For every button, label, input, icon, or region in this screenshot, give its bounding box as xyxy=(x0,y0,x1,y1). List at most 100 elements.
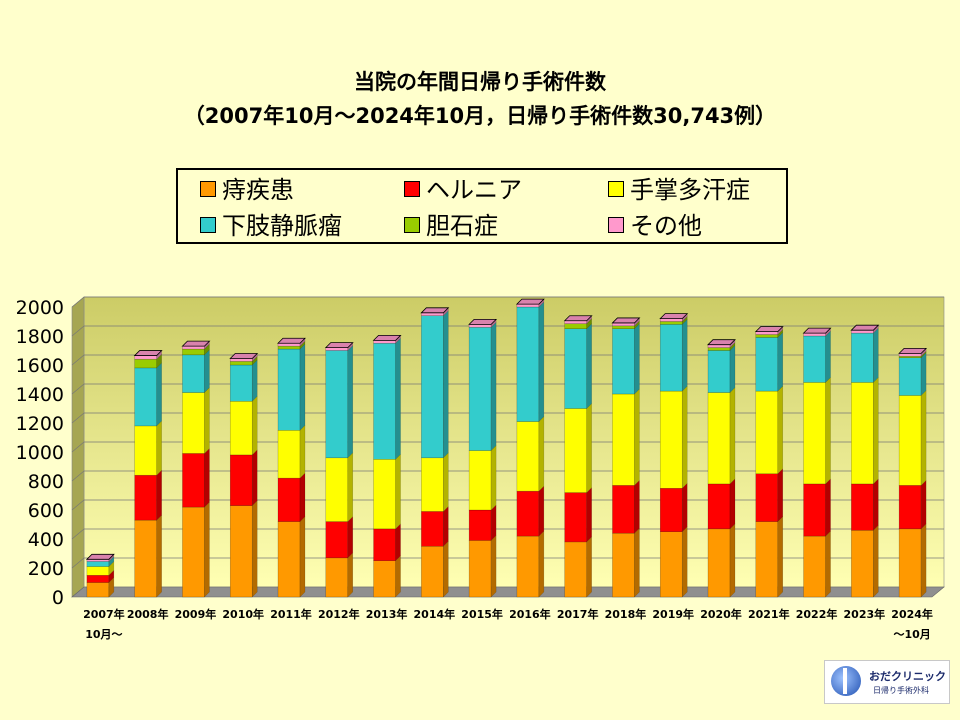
x-tick-label: 2008年 xyxy=(127,607,169,621)
y-tick-label: 1600 xyxy=(16,355,64,377)
bar-segment-side xyxy=(490,504,497,541)
bar-segment xyxy=(421,546,444,598)
bar-segment-side xyxy=(299,472,306,523)
bar-segment-side xyxy=(729,387,736,485)
bar-segment xyxy=(898,528,922,598)
bar-segment xyxy=(707,350,731,393)
bar-segment xyxy=(277,348,301,431)
bar-segment xyxy=(516,421,540,492)
gridline-side xyxy=(71,325,85,337)
bar-segment-side xyxy=(920,389,927,486)
gridline-side xyxy=(71,441,85,453)
bar-top xyxy=(468,318,498,325)
bar-segment-side xyxy=(156,420,162,476)
bar-segment-side xyxy=(682,318,688,392)
bar-segment xyxy=(755,390,779,475)
bar-segment xyxy=(373,343,396,460)
bar-top xyxy=(707,339,736,346)
bar-segment-side xyxy=(873,376,879,485)
bar-segment-side xyxy=(156,514,162,598)
bar-segment xyxy=(564,408,587,493)
x-tick-label: 2007年 xyxy=(83,607,125,621)
y-tick-label: 1000 xyxy=(16,442,64,464)
bar-segment xyxy=(803,535,826,598)
bar-top xyxy=(229,353,259,359)
bar-segment xyxy=(421,312,444,316)
bar-segment xyxy=(516,535,540,598)
bar-segment-side xyxy=(443,452,449,512)
bar-segment xyxy=(612,485,635,534)
bar-segment xyxy=(468,324,492,328)
bar-segment-side xyxy=(586,487,592,543)
bar-segment-side xyxy=(825,478,831,537)
bar-segment-side xyxy=(682,385,688,489)
legend-swatch xyxy=(200,217,216,233)
y-tick-label: 400 xyxy=(28,529,64,551)
legend-item-varicose-veins: 下肢静脈瘤 xyxy=(200,212,342,240)
bar-segment-side xyxy=(777,385,783,475)
bar-segment xyxy=(182,392,205,454)
bar-top xyxy=(420,307,450,314)
bar-segment-side xyxy=(920,523,927,598)
legend-item-gallstones: 胆石症 xyxy=(404,212,498,240)
y-tick-label: 1200 xyxy=(16,413,64,435)
bar-segment-side xyxy=(252,449,258,507)
legend-swatch xyxy=(404,217,420,233)
bar-segment-side xyxy=(682,482,688,533)
gridline-side xyxy=(71,470,85,482)
bar-segment-side xyxy=(252,500,258,598)
bar-segment xyxy=(612,322,635,327)
x-tick-label: 2024年 xyxy=(891,607,933,621)
bar-segment-side xyxy=(347,452,353,523)
bar-segment-side xyxy=(443,540,449,598)
bar-segment xyxy=(134,358,157,369)
x-tick-label: 2011年 xyxy=(270,607,312,621)
bar-segment-side xyxy=(156,469,162,521)
bar-segment xyxy=(659,488,683,532)
bar-segment-side xyxy=(395,453,401,530)
bar-segment xyxy=(898,485,922,530)
bar-segment xyxy=(86,575,110,583)
bar-segment xyxy=(851,329,874,334)
bar-segment xyxy=(325,457,349,522)
bar-segment-side xyxy=(490,534,497,598)
bar-segment xyxy=(373,459,396,530)
x-tick-label: 2019年 xyxy=(652,607,694,621)
bar-segment xyxy=(182,348,205,356)
bar-top xyxy=(181,340,211,347)
bar-top xyxy=(850,324,880,331)
legend-item-hyperhidrosis: 手掌多汗症 xyxy=(608,176,750,204)
bar-segment-side xyxy=(825,530,831,598)
bar-segment-side xyxy=(538,485,545,537)
logo-subtitle: 日帰り手術外科 xyxy=(873,686,929,695)
x-tick-label: 2009年 xyxy=(175,607,217,621)
legend-item-hernia: ヘルニア xyxy=(404,176,522,204)
bar-segment xyxy=(612,325,635,330)
bar-segment-side xyxy=(252,395,258,456)
bar-segment xyxy=(516,303,540,308)
bar-segment-side xyxy=(729,478,736,530)
bar-segment xyxy=(468,509,492,541)
bar-segment-side xyxy=(204,447,210,508)
bar-segment xyxy=(612,328,635,395)
bar-segment-side xyxy=(204,501,210,598)
y-tick-label: 2000 xyxy=(16,297,64,319)
bar-segment xyxy=(755,331,779,335)
bar-segment-side xyxy=(156,362,162,427)
legend-label: 手掌多汗症 xyxy=(630,176,750,204)
bar-top xyxy=(754,326,784,333)
bar-top xyxy=(277,337,306,344)
bar-segment xyxy=(612,532,635,598)
bar-segment-side xyxy=(873,524,879,598)
bar-segment xyxy=(468,540,492,598)
bar-segment xyxy=(182,345,205,350)
bar-segment xyxy=(325,557,349,598)
gridline-side xyxy=(71,354,85,366)
bar-segment-side xyxy=(299,424,306,479)
bar-segment-side xyxy=(825,330,831,383)
legend-item-hemorrhoids: 痔疾患 xyxy=(200,176,294,204)
bar-segment-side xyxy=(395,555,401,598)
legend-label: 痔疾患 xyxy=(222,176,294,204)
logo-name: おだクリニック xyxy=(869,670,946,683)
y-tick-label: 200 xyxy=(28,558,64,580)
